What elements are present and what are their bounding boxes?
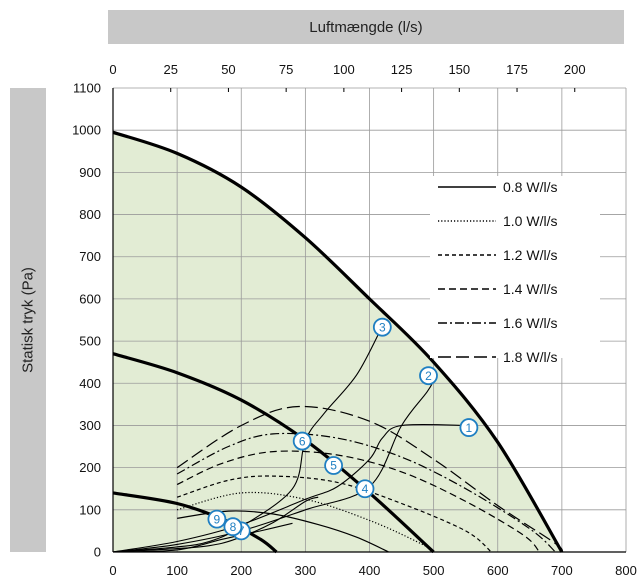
marker-label: 5 xyxy=(330,459,337,473)
x-tick-label: 300 xyxy=(295,563,317,578)
top-tick-label: 200 xyxy=(564,62,586,77)
top-tick-label: 25 xyxy=(163,62,177,77)
fan-curve xyxy=(112,352,435,554)
fan-curve xyxy=(112,130,564,553)
top-tick-label: 0 xyxy=(109,62,116,77)
system-curve xyxy=(112,326,383,553)
marker-circle xyxy=(223,517,243,537)
y-tick-label: 300 xyxy=(79,418,101,433)
top-tick-label: 150 xyxy=(448,62,470,77)
legend-label: 1.0 W/l/s xyxy=(503,213,557,229)
operating-point-marker: 9 xyxy=(207,509,227,529)
top-tick-label: 125 xyxy=(391,62,413,77)
y-tick-label: 1100 xyxy=(73,81,101,96)
top-tick-label: 50 xyxy=(221,62,235,77)
y-tick-label: 700 xyxy=(79,249,101,264)
x-tick-label: 800 xyxy=(615,563,637,578)
marker-label: 4 xyxy=(362,482,369,496)
marker-label: 3 xyxy=(379,320,386,334)
x-tick-label: 0 xyxy=(109,563,116,578)
marker-circle xyxy=(419,366,438,386)
operating-point-marker: 4 xyxy=(355,479,375,499)
operating-point-marker: 8 xyxy=(223,517,243,537)
x-tick-label: 600 xyxy=(487,563,509,578)
sfp-curve xyxy=(176,405,563,553)
top-tick-label: 100 xyxy=(333,62,355,77)
system-curve xyxy=(112,374,438,553)
x-tick-label: 100 xyxy=(166,563,188,578)
top-axis-title: Luftmængde (l/s) xyxy=(309,18,423,36)
marker-circle xyxy=(355,479,375,499)
legend-label: 1.6 W/l/s xyxy=(503,315,557,331)
marker-label: 9 xyxy=(214,512,221,526)
marker-circle xyxy=(372,317,392,337)
y-tick-label: 800 xyxy=(79,207,101,222)
marker-circle xyxy=(292,431,312,451)
y-tick-label: 500 xyxy=(79,334,101,349)
sfp-curve xyxy=(176,491,434,553)
y-tick-label: 400 xyxy=(79,376,101,391)
marker-circle xyxy=(324,456,343,475)
system-curve xyxy=(112,496,319,553)
y-tick-label: 0 xyxy=(94,545,101,560)
operating-point-marker: 3 xyxy=(372,317,392,337)
sfp-curve xyxy=(176,475,492,553)
y-tick-label: 100 xyxy=(79,502,101,517)
operating-point-marker: 2 xyxy=(419,366,438,386)
y-tick-label: 1000 xyxy=(72,123,101,138)
legend: 0.8 W/l/s 1.0 W/l/s 1.2 W/l/s 1.4 W/l/s 1.6 … xyxy=(430,176,600,365)
marker-label: 6 xyxy=(299,434,306,448)
marker-label: 8 xyxy=(230,520,237,534)
marker-label: 2 xyxy=(425,369,432,383)
legend-label: 1.8 W/l/s xyxy=(503,349,557,365)
x-tick-label: 200 xyxy=(230,563,252,578)
marker-label: 1 xyxy=(466,421,473,435)
x-tick-label: 400 xyxy=(359,563,381,578)
top-tick-label: 75 xyxy=(279,62,293,77)
sfp-curve xyxy=(176,432,556,553)
x-tick-label: 700 xyxy=(551,563,573,578)
top-axis-title-band: Luftmængde (l/s) xyxy=(108,10,624,44)
marker-label: 7 xyxy=(238,524,245,538)
x-tick-label: 500 xyxy=(423,563,445,578)
system-curve xyxy=(112,522,293,553)
operating-point-marker: 5 xyxy=(324,456,343,475)
y-axis-title-band: Statisk tryk (Pa) xyxy=(10,88,46,552)
y-tick-label: 200 xyxy=(79,460,101,475)
marker-circle xyxy=(207,509,227,529)
legend-box xyxy=(430,176,600,358)
operating-area-fill xyxy=(113,132,562,553)
y-tick-label: 600 xyxy=(79,291,101,306)
y-tick-label: 900 xyxy=(79,165,101,180)
top-tick-label: 175 xyxy=(506,62,528,77)
operating-point-marker: 1 xyxy=(459,418,479,437)
marker-circle xyxy=(459,418,479,437)
legend-label: 1.2 W/l/s xyxy=(503,247,557,263)
sfp-curve xyxy=(177,510,389,553)
legend-label: 1.4 W/l/s xyxy=(503,281,557,297)
sfp-curve xyxy=(176,450,540,553)
operating-point-marker: 6 xyxy=(292,431,312,451)
legend-label: 0.8 W/l/s xyxy=(503,179,557,195)
